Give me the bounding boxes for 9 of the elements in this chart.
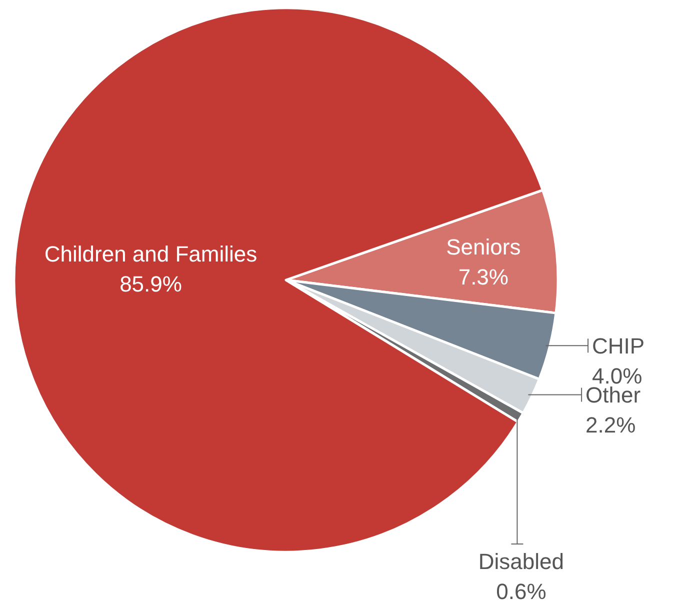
slice-label: Other	[586, 382, 641, 408]
data-label: 7.3%	[458, 264, 508, 290]
slice-label: Seniors	[446, 234, 521, 260]
slice-label: Children and Families	[44, 242, 258, 267]
slice-label: CHIP	[592, 334, 645, 359]
slice-label: Disabled	[478, 549, 564, 574]
data-label: 2.2%	[586, 412, 636, 438]
data-label: 85.9%	[120, 272, 182, 297]
data-label: 0.6%	[496, 579, 546, 604]
